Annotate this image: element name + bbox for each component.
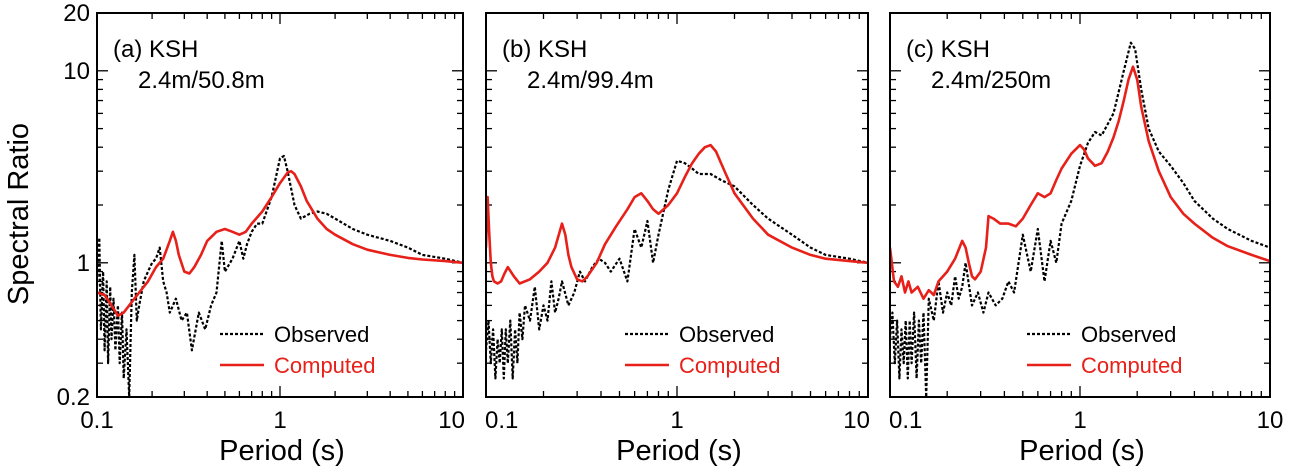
plot-frame [485,12,869,398]
y-tick-label: 20 [63,0,90,27]
x-tick-label: 10 [438,407,465,434]
depth-label: 2.4m/250m [931,67,1051,94]
series-group [486,143,868,380]
y-tick-labels: 0.2 1 10 20 [57,0,90,411]
legend-computed-label: Computed [274,353,376,378]
observed-series-line [890,41,1270,397]
panels: (a) KSH 2.4m/50.8m Observed Computed 0.1 1 10 P… [80,12,1284,466]
x-tick-label: 0.1 [80,407,113,434]
x-tick-label: 1 [1073,407,1086,434]
y-axis-title: Spectral Ratio [3,123,35,305]
y-tick-label: 10 [63,58,90,85]
observed-series-line [486,159,868,380]
series-group [97,154,463,397]
legend-observed-label: Observed [274,322,369,347]
x-tick-label: 10 [843,407,870,434]
panel-2: (b) KSH 2.4m/99.4m Observed Computed 0.1 1 10 P… [485,12,870,466]
x-tick-label: 1 [273,407,286,434]
x-axis-title: Period (s) [219,435,345,466]
x-tick-label: 0.1 [485,407,518,434]
panel-label: (b) KSH [502,36,587,63]
plot-frame [96,12,464,398]
legend-computed-label: Computed [1081,353,1183,378]
y-tick-label: 1 [77,250,90,277]
computed-series-line [890,65,1270,301]
legend: Observed Computed [220,322,376,378]
computed-series-line [97,169,463,318]
panel-1: (a) KSH 2.4m/50.8m Observed Computed 0.1 1 10 P… [80,12,465,466]
x-tick-label: 1 [670,407,683,434]
panel-label: (a) KSH [113,36,198,63]
legend-computed-label: Computed [679,353,781,378]
panel-label: (c) KSH [906,36,990,63]
panel-3: (c) KSH 2.4m/250m Observed Computed 0.1 1 10 Pe… [889,12,1284,466]
depth-label: 2.4m/99.4m [527,67,654,94]
x-axis-title: Period (s) [1019,435,1145,466]
depth-label: 2.4m/50.8m [138,67,265,94]
legend-observed-label: Observed [679,322,774,347]
legend: Observed Computed [625,322,781,378]
x-tick-label: 10 [1257,407,1284,434]
legend: Observed Computed [1027,322,1183,378]
legend-observed-label: Observed [1081,322,1176,347]
x-tick-label: 0.1 [889,407,922,434]
x-axis-title: Period (s) [616,435,742,466]
series-group [890,41,1270,397]
plot-frame [889,12,1271,398]
y-axis-title-group: Spectral Ratio [3,123,35,305]
y-tick-label: 0.2 [57,384,90,411]
computed-series-line [486,143,868,285]
